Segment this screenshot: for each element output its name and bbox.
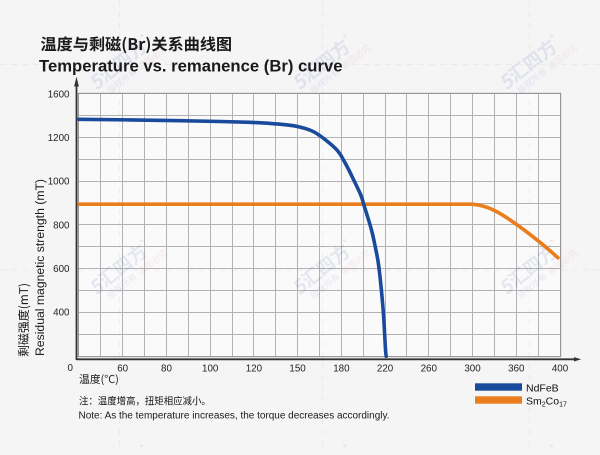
svg-text:Residual magnetic strength (mT: Residual magnetic strength (mT) [35,179,47,356]
svg-text:Temperature vs. remanence (Br): Temperature vs. remanence (Br) curve [39,58,343,76]
svg-text:Note: As the temperature incre: Note: As the temperature increases, the … [79,411,390,422]
svg-text:1000: 1000 [48,177,70,188]
svg-text:800: 800 [53,220,70,231]
svg-text:180: 180 [333,364,350,375]
svg-text:400: 400 [53,308,70,319]
svg-text:150: 150 [289,364,306,375]
svg-text:60: 60 [117,364,128,375]
svg-text:1200: 1200 [48,133,70,144]
svg-text:Sm2Co17: Sm2Co17 [526,395,567,408]
svg-text:220: 220 [377,364,394,375]
svg-text:1600: 1600 [48,89,70,100]
svg-text:360: 360 [508,364,525,375]
svg-text:300: 300 [464,364,481,375]
svg-text:120: 120 [246,364,263,375]
svg-text:80: 80 [161,364,172,375]
svg-text:NdFeB: NdFeB [526,382,559,394]
svg-text:600: 600 [53,264,70,275]
svg-text:400: 400 [552,364,569,375]
svg-text:100: 100 [202,364,219,375]
svg-text:260: 260 [421,364,438,375]
svg-text:0: 0 [68,363,74,374]
